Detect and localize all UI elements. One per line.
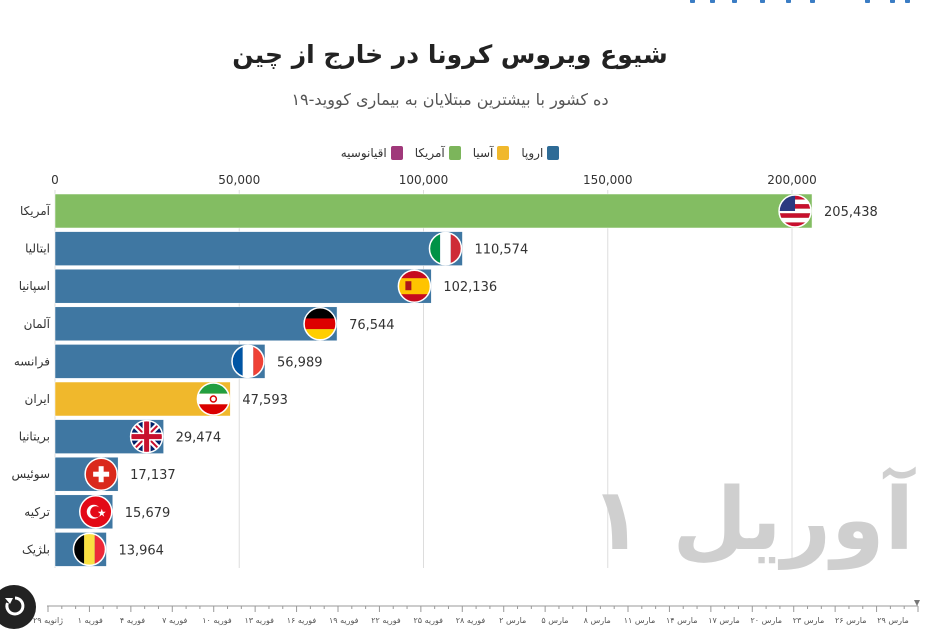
legend-item-asia[interactable]: آسیا: [473, 146, 510, 160]
timeline-label: فوریه ۲۸: [456, 616, 486, 625]
belgium-flag-icon: [73, 533, 106, 566]
value-label: 17,137: [130, 468, 176, 483]
x-tick-label: 100,000: [399, 173, 449, 187]
value-label: 205,438: [824, 205, 878, 220]
legend-swatch-america: [448, 146, 461, 160]
value-label: 47,593: [242, 393, 287, 408]
timeline-label: فوریه ۱۰: [202, 616, 232, 625]
timeline-label: فوریه ۱۳: [245, 616, 275, 625]
bar-row: اسپانیا 102,136: [19, 268, 497, 304]
value-label: 76,544: [349, 318, 395, 333]
timeline-label: مارس ۸: [584, 616, 611, 625]
value-label: 102,136: [443, 280, 497, 295]
legend-item-europe[interactable]: اروپا: [521, 146, 560, 160]
category-label: اسپانیا: [19, 279, 50, 293]
legend-label-europe: اروپا: [521, 146, 544, 160]
timeline-label: فوریه ۴: [120, 616, 145, 625]
category-label: ایتالیا: [25, 242, 50, 256]
bar: [54, 193, 813, 229]
timeline-label: مارس ۲۶: [835, 616, 867, 625]
timeline-slider[interactable]: مارس ۲۹ مارس ۲۶ مارس ۲۳ مارس ۲۰ مارس ۱۷ مارس …: [0, 592, 936, 630]
category-label: بلژیک: [22, 542, 50, 557]
italy-flag-icon: [429, 232, 462, 265]
value-label: 13,964: [118, 543, 164, 558]
bar-row: ایران 47,593: [25, 381, 288, 417]
timeline-label: فوریه ۱۹: [329, 616, 359, 625]
turkey-flag-icon: [79, 495, 112, 528]
france-flag-icon: [232, 345, 265, 378]
x-tick-label: 150,000: [583, 173, 633, 187]
timeline-label: فوریه ۲۲: [371, 616, 401, 625]
x-tick-label: 0: [51, 173, 59, 187]
legend-label-america: آمریکا: [414, 146, 445, 160]
bar: [54, 344, 266, 379]
category-label: ایران: [25, 392, 50, 407]
legend-label-asia: آسیا: [472, 146, 494, 160]
timeline-label: مارس ۲۰: [751, 616, 783, 625]
timeline-label: فوریه ۲۵: [414, 616, 444, 625]
timeline-label: فوریه ۱: [78, 616, 103, 625]
legend-swatch-europe: [547, 146, 560, 160]
value-label: 56,989: [277, 355, 323, 370]
category-label: سوئیس: [11, 467, 50, 482]
bar-row: ایتالیا 110,574: [25, 231, 528, 266]
timeline-label: فوریه ۷: [162, 616, 187, 625]
category-label: آمریکا: [20, 203, 51, 219]
timeline-label: مارس ۱۱: [624, 616, 656, 625]
legend-label-oceania: اقیانوسیه: [340, 146, 387, 160]
value-label: 15,679: [125, 506, 171, 521]
timeline-label: مارس ۱۴: [666, 616, 698, 625]
timeline-label: فوریه ۱۶: [287, 616, 317, 625]
chart-title: شیوع ویروس کرونا در خارج از چین: [232, 40, 668, 69]
spain-flag-icon: [398, 270, 431, 303]
timeline-label: مارس ۵: [541, 616, 568, 625]
switzerland-flag-icon: [85, 458, 118, 491]
bar-row: بلژیک 13,964: [22, 532, 164, 567]
bar: [54, 306, 338, 342]
timeline-handle: [914, 600, 920, 606]
category-label: فرانسه: [14, 354, 50, 369]
timeline-label: مارس ۲۳: [793, 616, 825, 625]
replay-button[interactable]: [0, 585, 36, 629]
legend-swatch-asia: [497, 146, 510, 160]
bar-row: سوئیس 17,137: [11, 456, 176, 492]
bar: [54, 231, 463, 266]
timeline-label: ژانویه ۲۹: [33, 616, 63, 625]
timeline-label: مارس ۲۹: [877, 616, 909, 625]
bar-row: آلمان 76,544: [24, 306, 395, 342]
category-label: آلمان: [24, 316, 51, 331]
date-watermark: آوریل ۱: [590, 470, 914, 570]
timeline-label: مارس ۲: [499, 616, 526, 625]
bar-row: بریتانیا 29,474: [19, 419, 222, 454]
value-label: 29,474: [176, 431, 222, 446]
value-label: 110,574: [474, 243, 528, 258]
chart-subtitle: ده کشور با بیشترین مبتلایان به بیماری کو…: [291, 90, 609, 109]
bar: [54, 268, 432, 304]
bar-chart: 0 50,000 100,000 150,000 200,000 آمریکا 205,43…: [11, 173, 878, 568]
category-label: ترکیه: [24, 505, 50, 520]
x-tick-label: 50,000: [218, 173, 260, 187]
bar-row: فرانسه 56,989: [14, 344, 323, 379]
legend-item-america[interactable]: آمریکا: [415, 146, 461, 160]
germany-flag-icon: [304, 307, 337, 340]
x-tick-label: 200,000: [767, 173, 817, 187]
timeline-label: مارس ۱۷: [708, 616, 740, 625]
legend: اروپا آسیا آمریکا اقیانوسیه: [0, 146, 900, 160]
bar-row: ترکیه 15,679: [24, 494, 171, 530]
uk-flag-icon: [130, 420, 163, 453]
legend-swatch-oceania: [390, 146, 403, 160]
bar-row: آمریکا 205,438: [20, 193, 878, 229]
iran-flag-icon: [197, 383, 230, 415]
top-nav-strip: [690, 0, 920, 6]
replay-icon: [5, 596, 25, 616]
category-label: بریتانیا: [19, 430, 50, 445]
legend-item-oceania[interactable]: اقیانوسیه: [341, 146, 403, 160]
